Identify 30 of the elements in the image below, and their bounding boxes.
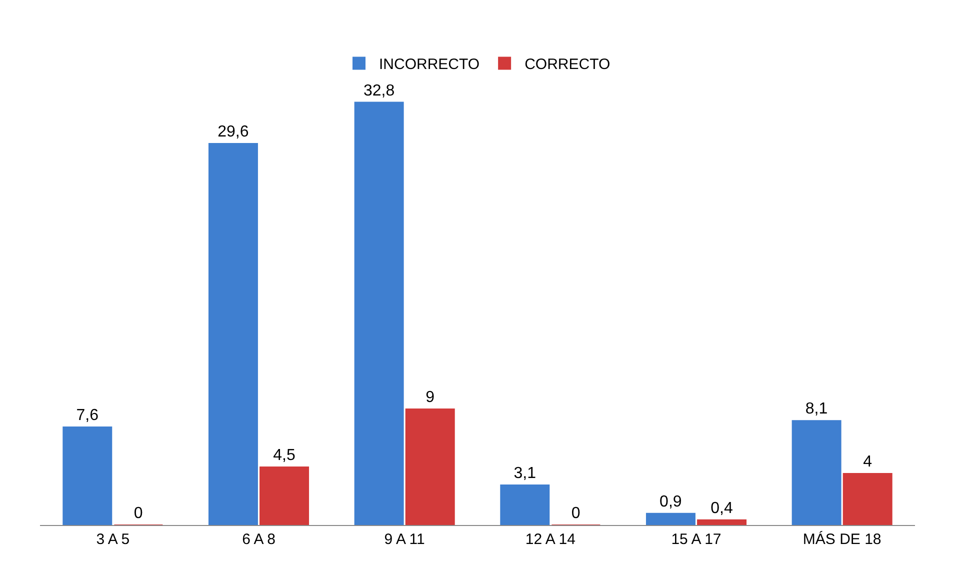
x-tick-label: 9 A 11	[384, 531, 425, 548]
data-label: 0,9	[660, 493, 682, 510]
bar	[405, 408, 455, 525]
data-label: 3,1	[514, 465, 536, 482]
data-label: 32,8	[363, 82, 395, 100]
bar	[354, 102, 404, 525]
bar	[208, 142, 258, 525]
data-label: 4,5	[273, 447, 296, 464]
x-tick-label: 12 A 14	[525, 531, 576, 548]
data-label: 4	[863, 453, 872, 470]
legend-label: INCORRECTO	[379, 56, 480, 74]
data-label: 0	[134, 505, 143, 522]
x-tick-label: 3 A 5	[96, 531, 130, 548]
legend-label: CORRECTO	[524, 56, 610, 74]
bar	[792, 420, 842, 525]
data-label: 29,6	[218, 123, 249, 140]
bar	[646, 512, 696, 525]
data-label: 8,1	[805, 400, 828, 418]
bar	[842, 472, 892, 525]
data-label: 9	[426, 389, 435, 406]
data-label: 7,6	[76, 407, 99, 424]
bar	[62, 426, 112, 525]
data-label: 0,4	[710, 500, 733, 517]
bar	[500, 484, 550, 525]
data-label: 0	[571, 505, 580, 522]
x-tick-label: 6 A 8	[242, 531, 276, 548]
x-tick-label: MÁS DE 18	[802, 530, 882, 548]
bar	[260, 466, 310, 525]
bar	[697, 519, 747, 525]
x-tick-label: 15 A 17	[671, 531, 722, 548]
